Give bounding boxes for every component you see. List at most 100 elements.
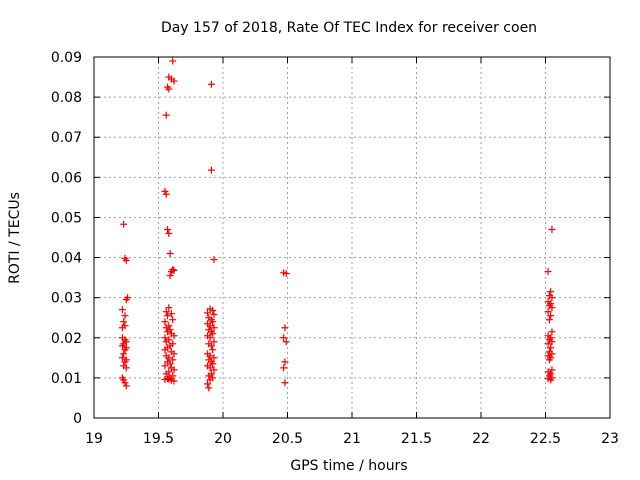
y-tick-label: 0.06 <box>51 170 82 186</box>
data-point <box>162 190 170 198</box>
x-tick-label: 21 <box>343 431 361 447</box>
data-point <box>206 322 214 330</box>
data-point <box>161 346 169 354</box>
data-point <box>169 316 177 324</box>
data-point <box>280 334 288 342</box>
plot-frame <box>93 56 611 419</box>
data-point <box>209 346 217 354</box>
data-point <box>544 308 552 316</box>
y-tick-label: 0.08 <box>51 90 82 106</box>
grid <box>94 57 610 418</box>
data-point <box>162 338 170 346</box>
y-tick-label: 0.04 <box>51 251 82 267</box>
data-point <box>167 310 175 318</box>
axis-ticks: 19 19.5 20 20.5 21 21.5 22 22.5 23 0 0.01 0.02 0.03 0… <box>51 50 619 447</box>
data-point <box>548 328 556 336</box>
chart-title: Day 157 of 2018, Rate Of TEC Index for r… <box>161 20 537 36</box>
data-point <box>547 312 555 320</box>
data-point <box>170 332 178 340</box>
data-point <box>206 352 214 360</box>
x-tick-label: 20.5 <box>272 431 303 447</box>
data-point <box>548 366 556 374</box>
data-point <box>122 364 130 372</box>
data-point <box>120 318 128 326</box>
data-point <box>209 318 217 326</box>
data-point <box>207 342 215 350</box>
data-point <box>206 334 214 342</box>
data-point <box>161 318 169 326</box>
x-tick-label: 22.5 <box>530 431 561 447</box>
data-point <box>547 376 555 384</box>
data-points <box>118 57 556 392</box>
data-point <box>118 354 126 362</box>
data-point <box>121 346 129 354</box>
data-point <box>120 220 128 228</box>
data-point <box>118 306 126 314</box>
data-point <box>548 304 556 312</box>
data-point <box>281 324 289 332</box>
data-point <box>206 364 214 372</box>
data-point <box>207 166 215 174</box>
data-point <box>210 311 218 319</box>
data-point <box>547 288 555 296</box>
data-point <box>165 85 173 93</box>
data-point <box>280 364 288 372</box>
data-point <box>545 316 553 324</box>
y-tick-label: 0.07 <box>51 130 82 146</box>
y-tick-label: 0.01 <box>51 371 82 387</box>
data-point <box>121 312 129 320</box>
data-point <box>545 356 553 364</box>
y-tick-label: 0.05 <box>51 210 82 226</box>
data-point <box>165 375 173 383</box>
data-point <box>122 256 130 264</box>
data-point <box>162 324 170 332</box>
data-point <box>282 270 290 278</box>
y-axis-label: ROTI / TECUs <box>7 192 23 284</box>
data-point <box>166 250 174 258</box>
data-point <box>161 334 169 342</box>
data-point <box>210 324 218 332</box>
data-point <box>209 307 217 315</box>
data-point <box>209 330 217 338</box>
y-tick-label: 0 <box>73 411 82 427</box>
data-point <box>121 379 129 387</box>
data-point <box>207 80 215 88</box>
data-point <box>165 304 173 312</box>
data-point <box>548 338 556 346</box>
data-point <box>165 354 173 362</box>
data-point <box>544 268 552 276</box>
x-tick-label: 19.5 <box>143 431 174 447</box>
x-tick-label: 22 <box>472 431 490 447</box>
data-point <box>210 354 218 362</box>
data-point <box>210 366 218 374</box>
x-tick-label: 20 <box>214 431 232 447</box>
data-point <box>162 370 170 378</box>
data-point <box>121 322 129 330</box>
x-tick-label: 21.5 <box>401 431 432 447</box>
x-axis-label: GPS time / hours <box>290 458 407 474</box>
data-point <box>122 296 130 304</box>
data-point <box>161 362 169 370</box>
y-tick-label: 0.02 <box>51 331 82 347</box>
data-point <box>121 358 129 366</box>
data-point <box>204 380 212 388</box>
data-point <box>210 338 218 346</box>
data-point <box>170 350 178 358</box>
data-point <box>120 350 128 358</box>
data-point <box>548 294 556 302</box>
data-point <box>170 366 178 374</box>
data-point <box>548 350 556 358</box>
x-tick-label: 19 <box>85 431 103 447</box>
data-point <box>164 225 172 233</box>
data-point <box>544 340 552 348</box>
data-point <box>165 229 173 237</box>
data-point <box>169 356 177 364</box>
data-point <box>162 308 170 316</box>
data-point <box>548 225 556 233</box>
data-point <box>204 309 212 317</box>
data-point <box>281 379 289 387</box>
data-point <box>169 57 177 65</box>
data-point <box>205 384 213 392</box>
data-point <box>205 372 213 380</box>
